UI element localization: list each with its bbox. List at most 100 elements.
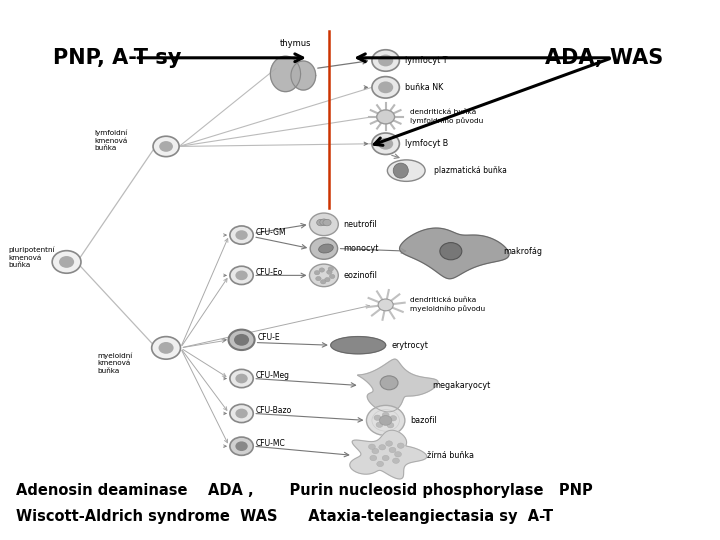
- Circle shape: [235, 230, 248, 240]
- Circle shape: [234, 334, 249, 346]
- Text: PNP, A-T sy: PNP, A-T sy: [53, 48, 181, 68]
- Text: lymfocyt T: lymfocyt T: [405, 56, 447, 65]
- Text: buňka: buňka: [94, 145, 116, 151]
- Circle shape: [392, 458, 400, 463]
- Ellipse shape: [319, 244, 333, 253]
- Circle shape: [230, 369, 253, 388]
- Circle shape: [372, 448, 379, 454]
- Text: kmenová: kmenová: [8, 255, 42, 261]
- Text: pluripotentní: pluripotentní: [8, 247, 55, 253]
- Circle shape: [310, 213, 338, 235]
- Circle shape: [319, 268, 325, 272]
- Text: makrofág: makrofág: [504, 247, 543, 256]
- Text: buňka: buňka: [8, 262, 30, 268]
- Circle shape: [395, 451, 402, 457]
- Circle shape: [52, 251, 81, 273]
- Circle shape: [235, 374, 248, 383]
- Text: dendritická buňka: dendritická buňka: [410, 109, 476, 114]
- Circle shape: [235, 271, 248, 280]
- Text: CFU-GM: CFU-GM: [256, 228, 287, 237]
- Text: CFU-Meg: CFU-Meg: [256, 372, 290, 380]
- Circle shape: [59, 256, 74, 268]
- Circle shape: [382, 413, 389, 418]
- Circle shape: [389, 447, 396, 453]
- Text: kmenová: kmenová: [94, 138, 127, 144]
- Circle shape: [310, 264, 338, 287]
- Ellipse shape: [387, 160, 425, 181]
- Circle shape: [379, 444, 386, 450]
- Circle shape: [325, 278, 330, 282]
- Circle shape: [380, 376, 398, 390]
- Polygon shape: [330, 336, 386, 354]
- Circle shape: [159, 141, 173, 152]
- Text: bazofil: bazofil: [410, 416, 437, 425]
- Circle shape: [379, 416, 392, 426]
- Circle shape: [374, 415, 381, 421]
- Text: Adenosin deaminase    ADA ,       Purin nucleosid phosphorylase   PNP: Adenosin deaminase ADA , Purin nucleosid…: [17, 483, 593, 498]
- Circle shape: [320, 280, 326, 284]
- Circle shape: [230, 226, 253, 244]
- Circle shape: [372, 50, 400, 71]
- Ellipse shape: [393, 163, 408, 178]
- Circle shape: [310, 238, 338, 259]
- Circle shape: [315, 271, 320, 275]
- Text: CFU-Eo: CFU-Eo: [256, 268, 283, 277]
- Circle shape: [372, 410, 400, 431]
- Text: CFU-Bazo: CFU-Bazo: [256, 406, 292, 415]
- Circle shape: [372, 77, 400, 98]
- Circle shape: [369, 444, 375, 449]
- Text: lymfoidního původu: lymfoidního původu: [410, 117, 483, 124]
- Circle shape: [235, 409, 248, 419]
- Text: ADA, WAS: ADA, WAS: [545, 48, 664, 68]
- Circle shape: [315, 276, 321, 281]
- Circle shape: [228, 329, 255, 350]
- Circle shape: [382, 455, 389, 461]
- Text: CFU-E: CFU-E: [257, 333, 280, 342]
- Text: lymfoidní: lymfoidní: [94, 130, 127, 136]
- Circle shape: [230, 404, 253, 423]
- Circle shape: [377, 461, 384, 467]
- Circle shape: [390, 416, 397, 421]
- Circle shape: [378, 299, 393, 311]
- Circle shape: [328, 267, 333, 271]
- Text: megakaryocyt: megakaryocyt: [432, 381, 490, 390]
- Circle shape: [327, 270, 332, 274]
- Circle shape: [153, 136, 179, 157]
- Circle shape: [152, 336, 181, 359]
- Circle shape: [323, 219, 331, 226]
- Text: dendritická buňka: dendritická buňka: [410, 296, 476, 302]
- Circle shape: [377, 110, 395, 124]
- Circle shape: [230, 437, 253, 455]
- Text: monocyt: monocyt: [343, 244, 379, 253]
- Polygon shape: [291, 61, 315, 90]
- Circle shape: [317, 219, 325, 226]
- Polygon shape: [350, 430, 427, 479]
- Circle shape: [378, 82, 393, 93]
- Text: neutrofil: neutrofil: [343, 220, 377, 229]
- Text: eozinofil: eozinofil: [343, 271, 377, 280]
- Text: myeloidního původu: myeloidního původu: [410, 305, 485, 312]
- Text: kmenová: kmenová: [97, 361, 131, 367]
- Circle shape: [378, 55, 393, 66]
- Circle shape: [366, 406, 405, 435]
- Circle shape: [320, 219, 328, 225]
- Circle shape: [370, 455, 377, 461]
- Polygon shape: [400, 228, 509, 279]
- Text: buňka: buňka: [97, 368, 120, 374]
- Circle shape: [383, 418, 390, 424]
- Text: plazmatická buňka: plazmatická buňka: [433, 166, 507, 175]
- Circle shape: [376, 422, 383, 427]
- Circle shape: [386, 441, 392, 446]
- Text: Wiscott-Aldrich syndrome  WAS      Ataxia-teleangiectasia sy  A-T: Wiscott-Aldrich syndrome WAS Ataxia-tele…: [17, 509, 554, 524]
- Circle shape: [235, 441, 248, 451]
- Text: myeloidní: myeloidní: [97, 353, 132, 359]
- Circle shape: [158, 342, 174, 354]
- Circle shape: [397, 443, 404, 448]
- Circle shape: [329, 274, 335, 279]
- Text: lymfocyt B: lymfocyt B: [405, 139, 448, 148]
- Circle shape: [440, 242, 462, 260]
- Text: thymus: thymus: [279, 39, 311, 48]
- Circle shape: [372, 133, 400, 154]
- Text: erytrocyt: erytrocyt: [391, 341, 428, 350]
- Text: žírná buňka: žírná buňka: [427, 451, 474, 460]
